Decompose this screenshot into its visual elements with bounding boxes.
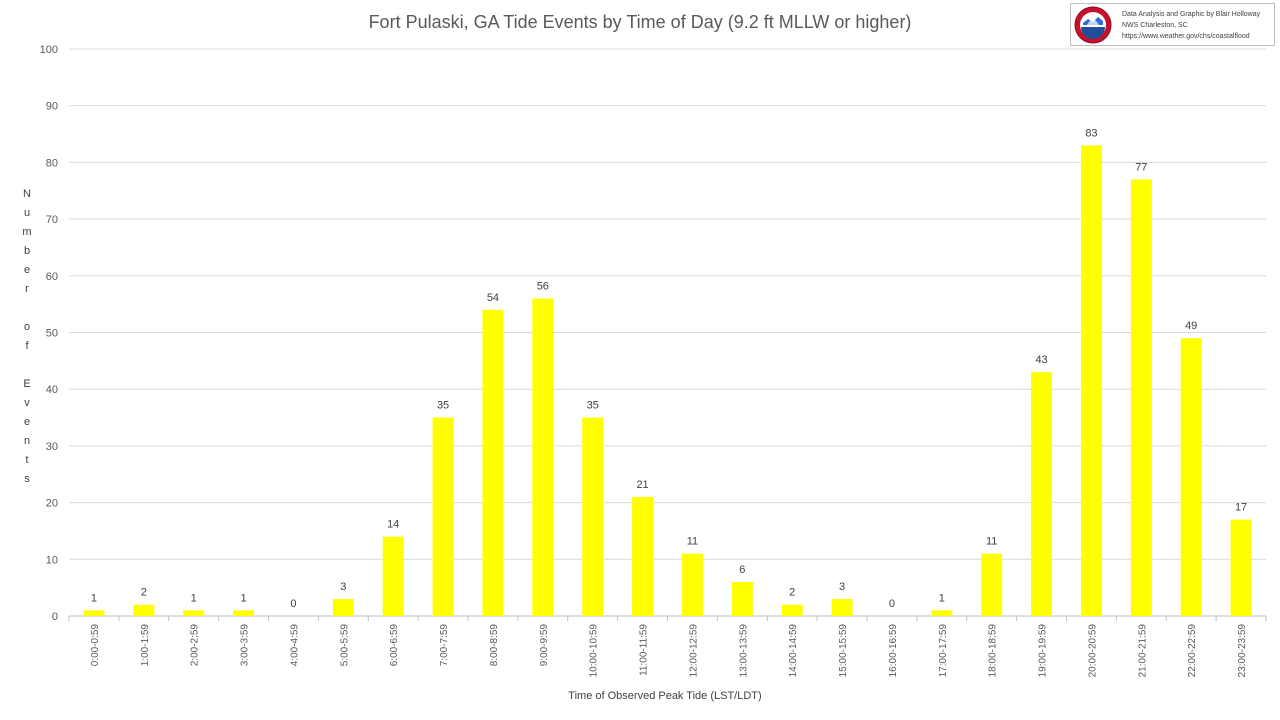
bar [382,536,404,616]
data-label: 35 [437,400,449,412]
bar [1031,372,1053,616]
x-tick-label: 18:00-18:59 [988,624,999,678]
x-tick-label: 9:00-9:59 [539,624,550,667]
bar [831,598,853,616]
y-tick-label: 100 [40,44,58,56]
x-tick-label: 14:00-14:59 [788,624,799,678]
data-label: 0 [290,598,296,610]
bar [632,496,654,616]
data-label: 21 [636,479,648,491]
bar [183,610,205,616]
data-label: 11 [986,536,997,548]
y-tick-label: 50 [46,328,58,340]
x-tick-label: 5:00-5:59 [339,624,350,667]
x-tick-label: 0:00-0:59 [90,624,101,667]
x-tick-label: 15:00-15:59 [838,624,849,678]
data-label: 11 [687,536,698,548]
bar [1230,519,1252,616]
x-tick-label: 7:00-7:59 [439,624,450,667]
y-tick-label: 40 [46,384,58,396]
bar [731,581,753,616]
data-label: 54 [487,292,499,304]
x-tick-label: 6:00-6:59 [389,624,400,667]
x-tick-label: 4:00-4:59 [289,624,300,667]
x-tick-label: 22:00-22:59 [1187,624,1198,678]
x-tick-label: 1:00-1:59 [140,624,151,667]
data-label: 43 [1035,354,1047,366]
x-axis-label: Time of Observed Peak Tide (LST/LDT) [568,690,762,702]
data-label: 83 [1085,127,1097,139]
y-tick-label: 30 [46,441,58,453]
data-label: 1 [241,592,247,604]
data-label: 17 [1235,502,1247,514]
x-tick-label: 11:00-11:59 [639,624,650,676]
data-label: 56 [537,280,549,292]
bar [582,417,604,616]
data-label: 2 [141,587,147,599]
x-tick-label: 2:00-2:59 [190,624,201,667]
x-tick-label: 10:00-10:59 [589,624,600,678]
chart-title: Fort Pulaski, GA Tide Events by Time of … [368,12,912,32]
x-tick-label: 12:00-12:59 [688,624,699,678]
data-label: 14 [387,519,399,531]
y-tick-label: 60 [46,271,58,283]
x-tick-label: 16:00-16:59 [888,624,899,678]
data-label: 77 [1135,161,1147,173]
x-tick-label: 23:00-23:59 [1237,624,1248,678]
credit-box: Data Analysis and Graphic by Blair Hollo… [1070,3,1275,46]
y-tick-label: 90 [46,101,58,113]
bar [1130,179,1152,616]
x-tick-label: 17:00-17:59 [938,624,949,678]
bar [931,610,953,616]
y-tick-label: 10 [46,554,58,566]
bar [432,417,454,616]
bar [332,598,354,616]
credit-line-author: Data Analysis and Graphic by Blair Hollo… [1122,11,1261,18]
bar [981,553,1003,616]
bar [83,610,105,616]
x-tick-label: 20:00-20:59 [1087,624,1098,678]
x-tick-label: 3:00-3:59 [240,624,251,667]
x-tick-label: 8:00-8:59 [489,624,500,667]
y-tick-label: 20 [46,498,58,510]
bar [681,553,703,616]
data-label: 3 [340,581,346,593]
bar [482,309,504,616]
y-tick-label: 70 [46,214,58,226]
bar [1080,145,1102,616]
x-tick-label: 19:00-19:59 [1038,624,1049,678]
data-label: 6 [739,564,745,576]
bar [1180,338,1202,616]
bar [781,604,803,616]
credit-link[interactable]: https://www.weather.gov/chs/coastalflood [1122,33,1250,40]
data-label: 49 [1185,320,1197,332]
y-tick-label: 0 [52,611,58,623]
data-label: 1 [939,592,945,604]
bar [233,610,255,616]
y-tick-label: 80 [46,157,58,169]
x-tick-label: 13:00-13:59 [738,624,749,678]
bar [532,298,554,616]
x-tick-label: 21:00-21:59 [1137,624,1148,678]
data-label: 1 [91,592,97,604]
data-label: 1 [191,592,197,604]
bar [133,604,155,616]
credit-line-office: NWS Charleston, SC [1122,22,1188,29]
data-label: 0 [889,598,895,610]
data-label: 3 [839,581,845,593]
data-label: 35 [587,400,599,412]
nws-logo-icon [1074,6,1112,44]
data-label: 2 [789,587,795,599]
